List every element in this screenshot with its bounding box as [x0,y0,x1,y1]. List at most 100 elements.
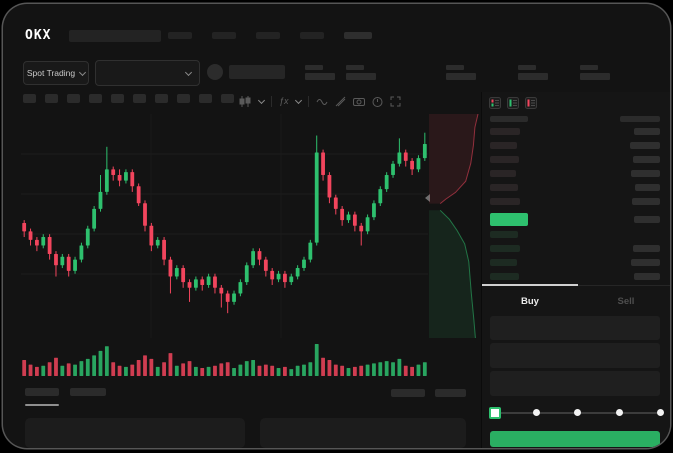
candle-style-icon[interactable] [239,95,252,107]
candlestick-chart[interactable] [21,114,428,338]
ask-total-placeholder [632,198,660,205]
bottom-control-placeholder[interactable] [391,389,425,397]
slider-stop[interactable] [574,409,581,416]
ticker-stat [580,65,610,80]
orderbook-ask-row[interactable] [490,142,660,150]
orderbook-bid-row[interactable] [490,245,660,253]
orderbook-ask-row[interactable] [490,184,660,192]
bottom-control-placeholder[interactable] [435,389,466,397]
slider-stop[interactable] [615,409,623,416]
draw-tool-icon[interactable] [335,96,346,107]
bids-book-icon[interactable] [507,96,519,114]
orderbook-trade-panel: Buy Sell [481,92,670,448]
nav-item-placeholder[interactable] [212,32,236,39]
orderbook-bid-row[interactable] [490,231,660,239]
bid-total-placeholder [631,259,660,266]
ticker-stat [518,65,548,80]
timeframe-button-placeholder[interactable] [111,94,124,103]
tab-sell[interactable]: Sell [617,296,635,307]
chart-tools: ƒx [239,94,401,108]
history-panel-placeholder [260,418,466,448]
ticker-stat [305,65,335,80]
camera-icon[interactable] [352,96,365,106]
pair-selector-dropdown[interactable] [95,60,200,86]
timeframe-button-placeholder[interactable] [23,94,36,103]
ask-price-placeholder [490,128,520,135]
bid-total-placeholder [634,273,660,280]
stat-label-placeholder [580,65,598,70]
buy-button[interactable] [490,431,660,447]
ask-price-placeholder [490,170,516,177]
last-price-highlight [490,213,528,226]
slider-handle[interactable] [489,407,501,419]
combined-book-icon[interactable] [489,96,501,114]
market-type-label: Spot Trading [26,68,76,78]
bid-price-placeholder [490,259,517,266]
nav-item-placeholder[interactable] [256,32,280,39]
timeframe-button-placeholder[interactable] [133,94,146,103]
slider-stop[interactable] [657,409,664,416]
main-nav [168,32,372,39]
ask-total-placeholder [630,142,660,149]
last-price-row [490,213,660,226]
timer-icon[interactable] [372,96,383,107]
price-row-total-placeholder [634,216,660,223]
ask-total-placeholder [635,184,660,191]
total-input[interactable] [490,371,660,396]
timeframe-button-placeholder[interactable] [67,94,80,103]
amount-input[interactable] [490,343,660,368]
nav-item-placeholder[interactable] [344,32,372,39]
orderbook-bid-row[interactable] [490,273,660,281]
orderbook-ask-row[interactable] [490,156,660,164]
timeframe-button-placeholder[interactable] [89,94,102,103]
stat-value-placeholder [305,73,335,80]
last-price-placeholder [229,65,285,79]
indicator-fx-icon[interactable]: ƒx [279,96,289,106]
chevron-down-icon[interactable] [294,96,302,104]
timeframe-button-placeholder[interactable] [155,94,168,103]
slider-stop[interactable] [532,409,540,416]
chevron-down-icon[interactable] [257,96,266,104]
timeframe-button-placeholder[interactable] [177,94,190,103]
fullscreen-icon[interactable] [390,96,401,107]
asks-book-icon[interactable] [525,96,537,114]
price-marker-icon [425,194,430,202]
bid-price-placeholder [490,245,520,252]
bottom-tab-placeholder[interactable] [70,388,106,396]
chevron-down-icon [184,68,193,76]
orderbook-ask-row[interactable] [490,128,660,136]
orderbook-bid-row[interactable] [490,259,660,267]
nav-item-placeholder[interactable] [168,32,192,39]
trading-app-window: OKX Spot Trading [3,4,670,448]
ask-price-placeholder [490,142,517,149]
ask-total-placeholder [631,170,660,177]
stat-value-placeholder [580,73,610,80]
ticker-stat [346,65,376,80]
ask-price-placeholder [490,184,518,191]
amount-slider[interactable] [489,407,664,419]
ticker-stat [446,65,476,80]
stat-label-placeholder [518,65,536,70]
orderbook-ask-row[interactable] [490,170,660,178]
tab-buy[interactable]: Buy [521,296,539,307]
stat-label-placeholder [346,65,364,70]
pair-title-placeholder [69,30,161,42]
ask-price-placeholder [490,156,519,163]
timeframe-toolbar [23,94,234,103]
price-input[interactable] [490,316,660,340]
ask-total-placeholder [634,128,660,135]
bottom-tab-placeholder[interactable] [25,388,59,396]
volume-chart [22,344,427,376]
orderbook-view-toggles [489,96,537,114]
okx-logo: OKX [25,28,52,43]
timeframe-button-placeholder[interactable] [221,94,234,103]
stat-value-placeholder [518,73,548,80]
orderbook-ask-row[interactable] [490,198,660,206]
timeframe-button-placeholder[interactable] [45,94,58,103]
nav-item-placeholder[interactable] [300,32,324,39]
timeframe-button-placeholder[interactable] [199,94,212,103]
orders-panel-placeholder [25,418,245,448]
line-tool-icon[interactable] [316,96,328,106]
market-type-dropdown[interactable]: Spot Trading [23,61,89,85]
